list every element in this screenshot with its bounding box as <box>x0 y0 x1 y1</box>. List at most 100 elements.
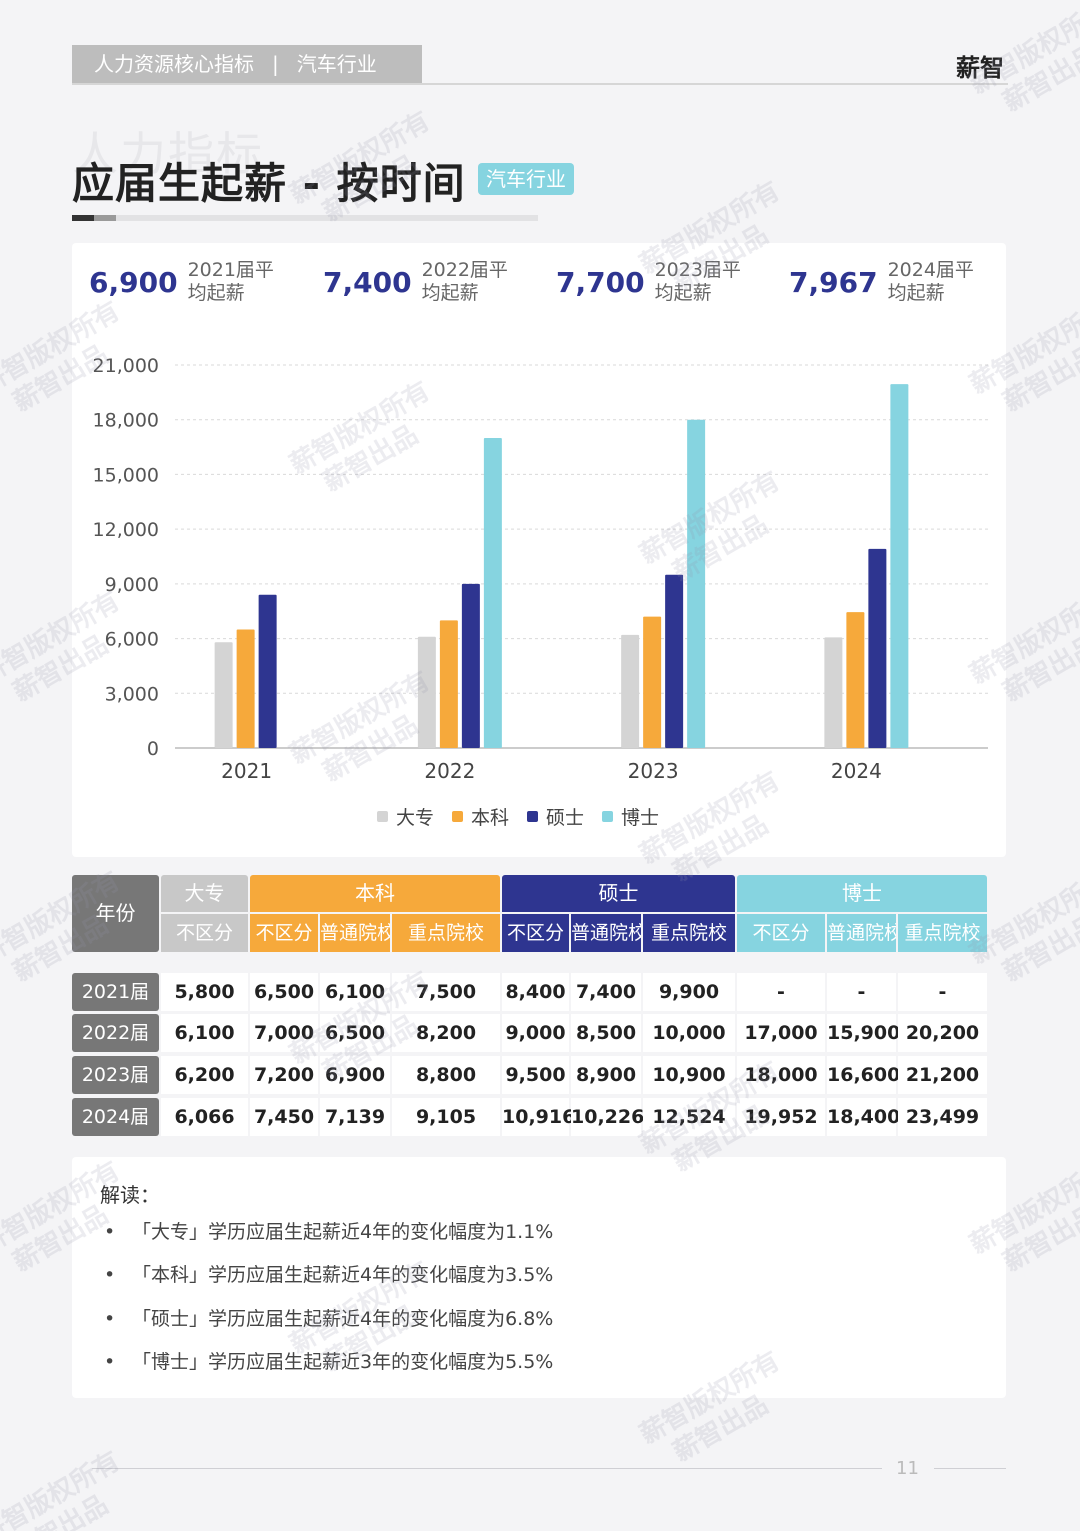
table-cell: 18,400 <box>827 1098 900 1136</box>
bullet: • <box>104 1308 116 1330</box>
legend-swatch <box>602 811 614 822</box>
sub-column-header: 不区分 <box>250 914 318 952</box>
kpi-label-line1: 2021届平 <box>187 259 274 281</box>
legend-item-shuoshi: 硕士 <box>527 803 584 830</box>
kpi-2024: 7,967 2024届平 均起薪 <box>789 259 974 305</box>
interpretation-text: 「大专」学历应届生起薪近4年的变化幅度为1.1% <box>132 1221 554 1243</box>
table-cell: 7,139 <box>320 1098 390 1136</box>
sub-column-header: 重点院校 <box>898 914 987 952</box>
table-cell: 8,500 <box>571 1014 641 1052</box>
kpi-label: 2024届平 均起薪 <box>888 259 974 305</box>
table-cell: 6,500 <box>250 973 318 1011</box>
bullet: • <box>104 1264 116 1286</box>
row-year-label: 2024届 <box>72 1098 159 1136</box>
legend-item-dazhuan: 大专 <box>377 803 434 830</box>
kpi-label-line2: 均起薪 <box>654 282 712 304</box>
kpi-value: 7,400 <box>323 265 412 299</box>
header-tag-left: 人力资源核心指标 <box>94 52 254 76</box>
group-header: 大专 <box>161 875 248 912</box>
table-cell: 21,200 <box>898 1056 987 1094</box>
table-cell: 8,800 <box>392 1056 500 1094</box>
table-cell: 7,400 <box>571 973 641 1011</box>
table-cell: 19,952 <box>737 1098 825 1136</box>
bar-大专-2021 <box>214 642 233 748</box>
table-cell: 8,200 <box>392 1014 500 1052</box>
y-tick-label: 6,000 <box>105 629 159 651</box>
header-tag-separator: | <box>272 52 279 76</box>
bar-大专-2023 <box>621 634 640 748</box>
bar-大专-2024 <box>824 637 843 748</box>
table-cell: 8,900 <box>571 1056 641 1094</box>
sub-column-header: 不区分 <box>737 914 825 952</box>
legend-label: 大专 <box>396 807 435 829</box>
table-cell: 5,800 <box>161 973 248 1011</box>
bullet: • <box>104 1351 116 1373</box>
industry-badge: 汽车行业 <box>478 163 574 195</box>
group-header: 硕士 <box>502 875 735 912</box>
interpretation-text: 「本科」学历应届生起薪近4年的变化幅度为3.5% <box>132 1264 554 1286</box>
year-column-header: 年份 <box>72 875 159 952</box>
legend-swatch <box>452 811 464 822</box>
table-cell: - <box>737 973 825 1011</box>
table-cell: 10,000 <box>643 1014 735 1052</box>
bar-博士-2023 <box>687 419 706 748</box>
sub-column-header: 普通院校 <box>320 914 390 952</box>
y-tick-label: 12,000 <box>93 519 159 541</box>
footer-rule-right <box>934 1468 1006 1469</box>
x-tick-label: 2022 <box>424 759 475 783</box>
x-tick-label: 2021 <box>221 759 272 783</box>
kpi-label-line2: 均起薪 <box>187 282 245 304</box>
sub-column-header: 普通院校 <box>571 914 641 952</box>
table-cell: 8,400 <box>502 973 569 1011</box>
bullet: • <box>104 1221 116 1243</box>
interpretation-item: • 「博士」学历应届生起薪近3年的变化幅度为5.5% <box>104 1347 553 1374</box>
interpretation-text: 「硕士」学历应届生起薪近4年的变化幅度为6.8% <box>132 1308 554 1330</box>
kpi-label-line1: 2022届平 <box>421 259 508 281</box>
sub-column-header: 重点院校 <box>643 914 735 952</box>
bar-博士-2022 <box>483 437 502 748</box>
kpi-label-line2: 均起薪 <box>421 282 479 304</box>
table-cell: 6,100 <box>161 1014 248 1052</box>
interpretation-title: 解读： <box>100 1183 160 1207</box>
table-cell: 17,000 <box>737 1014 825 1052</box>
table-cell: 23,499 <box>898 1098 987 1136</box>
row-year-label: 2022届 <box>72 1014 159 1052</box>
table-cell: 20,200 <box>898 1014 987 1052</box>
table-cell: 7,450 <box>250 1098 318 1136</box>
legend-label: 博士 <box>621 807 660 829</box>
table-cell: 10,900 <box>643 1056 735 1094</box>
interpretation-item: • 「硕士」学历应届生起薪近4年的变化幅度为6.8% <box>104 1304 553 1331</box>
kpi-label: 2021届平 均起薪 <box>188 259 274 305</box>
page-title: 应届生起薪 - 按时间 <box>72 159 466 208</box>
kpi-label: 2022届平 均起薪 <box>422 259 508 305</box>
bar-硕士-2023 <box>665 574 684 748</box>
bar-本科-2023 <box>643 616 662 748</box>
legend-swatch <box>377 811 388 822</box>
sub-column-header: 不区分 <box>502 914 569 952</box>
header-divider <box>72 83 1008 85</box>
legend-swatch <box>527 811 539 822</box>
table-cell: 9,105 <box>392 1098 500 1136</box>
bar-硕士-2024 <box>868 548 887 748</box>
bar-大专-2022 <box>417 636 436 748</box>
row-year-label: 2021届 <box>72 973 159 1011</box>
table-cell: 10,226 <box>571 1098 644 1136</box>
bar-本科-2021 <box>236 629 255 748</box>
x-tick-label: 2023 <box>628 759 679 783</box>
header-section-tag: 人力资源核心指标 | 汽车行业 <box>72 45 422 84</box>
watermark-line1: 薪智版权所有 <box>0 1446 126 1531</box>
table-cell: 6,900 <box>320 1056 390 1094</box>
table-cell: 9,500 <box>502 1056 569 1094</box>
interpretation-text: 「博士」学历应届生起薪近3年的变化幅度为5.5% <box>132 1351 554 1373</box>
table-cell: 6,100 <box>320 973 390 1011</box>
group-header: 博士 <box>737 875 987 912</box>
title-underline <box>72 215 538 221</box>
table-cell: 12,524 <box>643 1098 735 1136</box>
kpi-value: 6,900 <box>89 265 178 299</box>
kpi-value: 7,967 <box>789 265 878 299</box>
watermark-line2: 薪智出品 <box>998 909 1080 988</box>
legend-item-boshi: 博士 <box>602 803 659 830</box>
y-tick-label: 3,000 <box>105 683 159 705</box>
y-tick-label: 21,000 <box>93 355 159 377</box>
